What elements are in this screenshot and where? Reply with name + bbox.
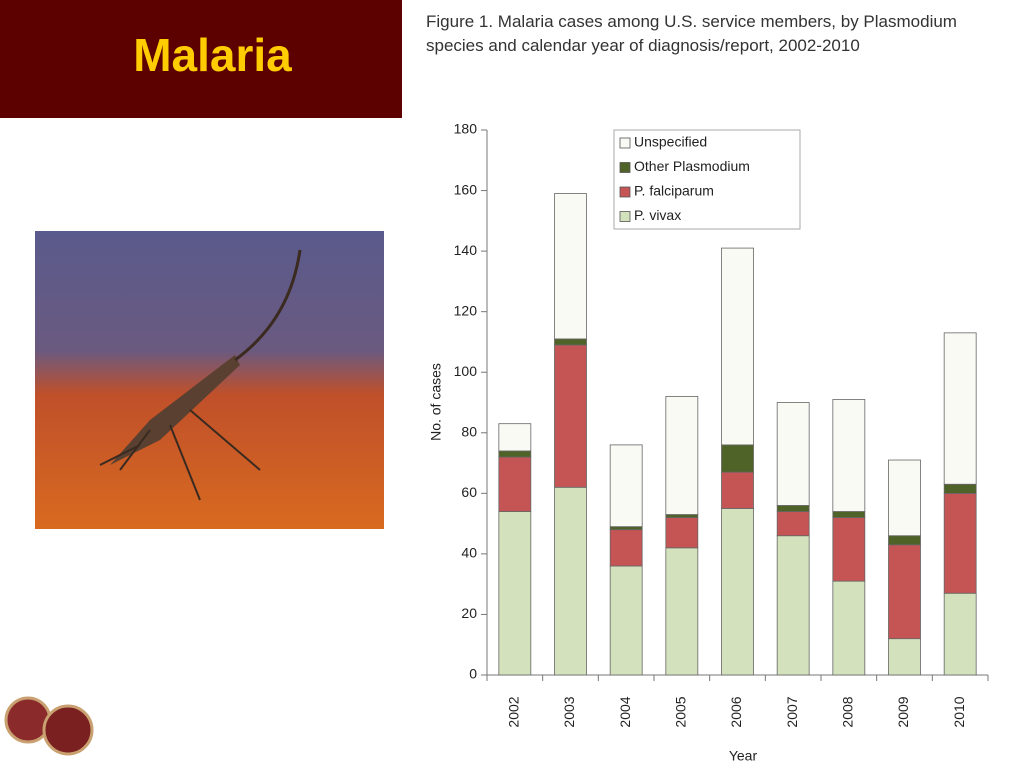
bar-segment	[776, 535, 810, 676]
bar-segment	[554, 193, 587, 340]
legend-label: Unspecified	[634, 134, 707, 150]
y-tick-label: 60	[461, 484, 477, 500]
y-axis-label: No. of cases	[428, 363, 444, 441]
bar-segment	[498, 450, 532, 458]
x-tick-label: 2005	[673, 696, 689, 727]
legend-swatch	[619, 211, 631, 222]
bar-segment	[943, 492, 977, 594]
bar-segment	[832, 399, 866, 512]
bar-segment	[498, 423, 532, 452]
bar-segment	[498, 456, 532, 512]
bar-segment	[832, 511, 866, 518]
legend-label: P. falciparum	[634, 183, 714, 199]
bar-segment	[665, 514, 699, 518]
x-tick-label: 2007	[784, 696, 800, 727]
bar-segment	[776, 511, 810, 537]
legend-box	[613, 129, 801, 230]
x-tick-label: 2004	[617, 696, 633, 727]
y-tick-label: 140	[454, 242, 478, 258]
legend-swatch	[619, 137, 631, 149]
legend-label: Other Plasmodium	[634, 158, 750, 174]
bar-segment	[721, 471, 754, 509]
bar-segment	[554, 338, 587, 346]
title-banner	[0, 0, 402, 118]
bar-segment	[943, 483, 977, 494]
bar-segment	[554, 344, 587, 488]
x-tick-label: 2009	[895, 696, 911, 727]
y-tick-label: 120	[454, 302, 478, 318]
x-tick-label: 2010	[951, 696, 967, 727]
bar-segment	[665, 396, 699, 515]
chart-title: Figure 1. Malaria cases among U.S. servi…	[426, 12, 957, 55]
logo	[4, 696, 94, 756]
legend-swatch	[619, 186, 631, 198]
slide-title: Malaria	[133, 29, 292, 81]
bar-segment	[721, 444, 754, 473]
bar-segment	[832, 580, 866, 676]
bar-segment	[943, 332, 977, 485]
bar-segment	[665, 517, 699, 549]
bar-segment	[888, 535, 921, 546]
x-axis-label: Year	[729, 748, 758, 764]
x-tick-label: 2006	[728, 696, 744, 727]
legend-label: P. vivax	[634, 207, 681, 223]
legend-swatch	[619, 162, 631, 173]
bar-segment	[943, 592, 977, 676]
bar-segment	[888, 638, 921, 676]
y-tick-label: 180	[454, 121, 478, 137]
bar-segment	[888, 459, 921, 537]
x-tick-label: 2002	[506, 696, 522, 727]
y-tick-label: 40	[461, 545, 477, 561]
bar-segment	[609, 565, 643, 676]
y-tick-label: 160	[454, 181, 478, 197]
bar-segment	[609, 444, 643, 528]
bar-segment	[609, 526, 643, 531]
bar-segment	[888, 544, 921, 640]
bar-segment	[776, 402, 810, 506]
x-tick-label: 2003	[561, 696, 577, 727]
bar-segment	[721, 247, 754, 446]
bar-segment	[554, 486, 587, 676]
bar-segment	[776, 505, 810, 512]
bar-segment	[498, 511, 532, 676]
y-tick-label: 80	[461, 423, 477, 439]
y-tick-label: 20	[461, 605, 477, 621]
bar-segment	[609, 529, 643, 567]
y-tick-label: 100	[454, 363, 478, 379]
bar-segment	[665, 547, 699, 676]
photo	[35, 231, 384, 529]
x-tick-label: 2008	[840, 696, 856, 727]
bar-segment	[832, 517, 866, 582]
bar-segment	[721, 508, 754, 676]
y-tick-label: 0	[469, 666, 477, 682]
